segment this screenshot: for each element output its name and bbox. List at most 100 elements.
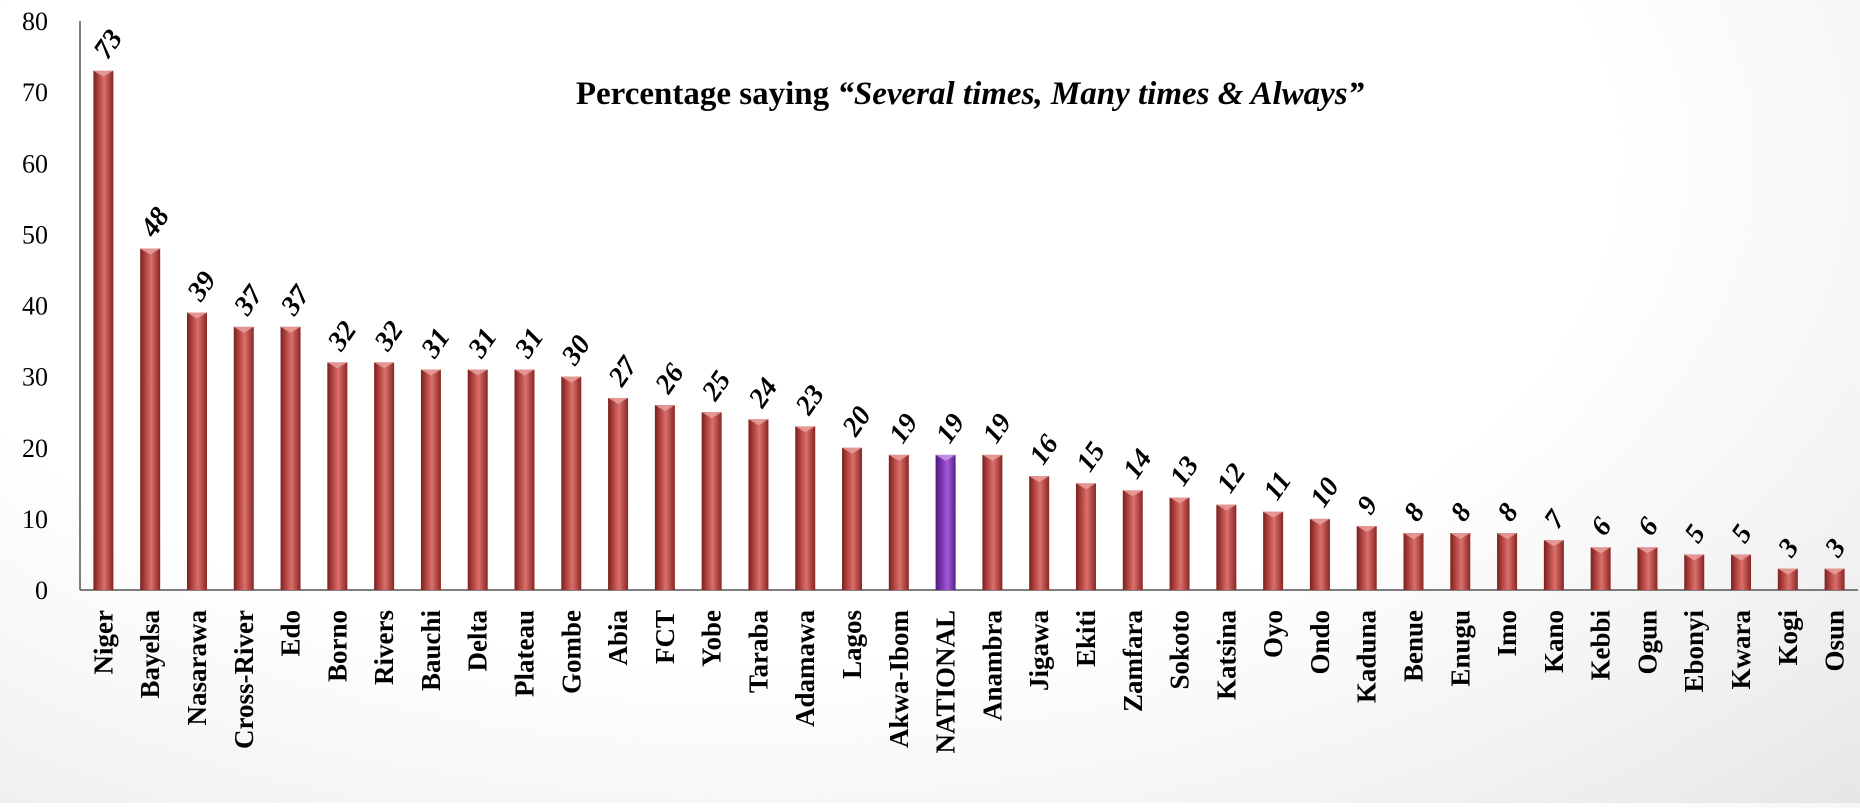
bar-cap xyxy=(1029,476,1050,483)
category-label: Niger xyxy=(88,610,118,674)
bar-body xyxy=(748,419,769,590)
bar xyxy=(233,326,254,590)
y-tick-label: 80 xyxy=(22,7,48,36)
bar-body xyxy=(561,376,582,590)
bar xyxy=(748,419,769,590)
category-label: Yobe xyxy=(697,610,727,667)
bar xyxy=(1450,533,1471,590)
bar xyxy=(514,369,535,590)
bar xyxy=(1216,504,1237,590)
category-label: Plateau xyxy=(510,610,540,697)
category-label: Abia xyxy=(603,610,633,666)
bar-body xyxy=(1684,554,1705,590)
category-label: FCT xyxy=(650,610,680,664)
bar-body xyxy=(935,454,956,590)
category-label: Taraba xyxy=(743,610,773,694)
y-tick-label: 50 xyxy=(22,220,48,249)
category-label: Kaduna xyxy=(1352,610,1382,704)
bar-body xyxy=(186,312,207,590)
data-label: 8 xyxy=(1398,498,1431,527)
bar-body xyxy=(374,362,395,590)
bar-cap xyxy=(1590,547,1611,554)
bar-cap xyxy=(1263,511,1284,518)
y-tick-label: 70 xyxy=(22,78,48,107)
bar-body xyxy=(1403,533,1424,590)
bar-cap xyxy=(561,376,582,383)
data-label: 32 xyxy=(321,316,363,358)
bar-cap xyxy=(93,70,114,77)
bar-body xyxy=(467,369,488,590)
bar xyxy=(186,312,207,590)
data-label: 19 xyxy=(883,408,924,449)
data-label: 19 xyxy=(977,408,1018,449)
bar-cap xyxy=(374,362,395,369)
bar xyxy=(1309,518,1330,590)
bar xyxy=(935,454,956,590)
category-label: Ebonyi xyxy=(1679,610,1709,693)
bar-body xyxy=(420,369,441,590)
bar-cap xyxy=(1450,533,1471,540)
category-label: Borno xyxy=(322,610,352,682)
category-label: Bauchi xyxy=(416,610,446,692)
category-label: Benue xyxy=(1399,610,1429,682)
bar-cap xyxy=(1637,547,1658,554)
bar-cap xyxy=(1356,525,1377,532)
data-label: 32 xyxy=(368,316,410,358)
category-label: Kogi xyxy=(1773,610,1803,666)
category-label: Edo xyxy=(276,610,306,657)
x-axis: Niger Bayelsa Nasarawa Cross-River Edo Borno R… xyxy=(80,589,1858,754)
chart-title-emphasis: “Several times, Many times & Always” xyxy=(837,76,1364,112)
data-label: 11 xyxy=(1257,466,1298,505)
bar-body xyxy=(1029,476,1050,590)
bar-cap xyxy=(1684,554,1705,561)
data-label: 16 xyxy=(1024,429,1065,470)
y-tick-label: 60 xyxy=(22,149,48,178)
bar-body xyxy=(1309,518,1330,590)
category-label: Jigawa xyxy=(1024,610,1054,692)
bar-body xyxy=(842,447,863,590)
bar-body xyxy=(1075,483,1096,590)
bar-cap xyxy=(1543,540,1564,547)
bar-cap xyxy=(1824,568,1845,575)
data-label: 23 xyxy=(789,380,831,422)
bar xyxy=(1824,568,1845,590)
bar-cap xyxy=(654,405,675,412)
bar-body xyxy=(982,454,1003,590)
y-tick-label: 40 xyxy=(22,292,48,321)
bar-series xyxy=(93,70,1845,591)
bar-cap xyxy=(1122,490,1143,497)
y-tick-label: 10 xyxy=(22,505,48,534)
bar xyxy=(1684,554,1705,590)
bar-body xyxy=(1216,504,1237,590)
data-label: 37 xyxy=(228,279,271,321)
bar-cap xyxy=(1777,568,1798,575)
bar xyxy=(420,369,441,590)
bar xyxy=(1590,547,1611,590)
bar xyxy=(1731,554,1752,590)
bar xyxy=(280,326,301,590)
category-label: Lagos xyxy=(837,610,867,679)
y-axis: 0 10 20 30 40 50 60 70 80 xyxy=(22,7,81,605)
category-label: Imo xyxy=(1492,610,1522,657)
data-label: 31 xyxy=(508,323,550,365)
bar-cap xyxy=(1216,504,1237,511)
bar-cap xyxy=(280,326,301,333)
bar xyxy=(888,454,909,590)
bar-body xyxy=(1263,511,1284,590)
bar-cap xyxy=(1169,497,1190,504)
data-label: 73 xyxy=(88,24,129,65)
bar-cap xyxy=(1497,533,1518,540)
bar-cap xyxy=(1403,533,1424,540)
data-label: 25 xyxy=(695,365,737,407)
category-label: Bayelsa xyxy=(135,610,165,699)
data-label: 6 xyxy=(1585,512,1618,541)
bar-cap xyxy=(467,369,488,376)
data-label: 37 xyxy=(274,279,317,321)
bar xyxy=(1403,533,1424,590)
category-label: Enugu xyxy=(1445,610,1475,687)
data-label: 31 xyxy=(415,323,457,365)
bar-body xyxy=(701,412,722,590)
bar xyxy=(842,447,863,590)
data-label: 8 xyxy=(1491,498,1524,527)
data-label: 13 xyxy=(1164,451,1205,492)
